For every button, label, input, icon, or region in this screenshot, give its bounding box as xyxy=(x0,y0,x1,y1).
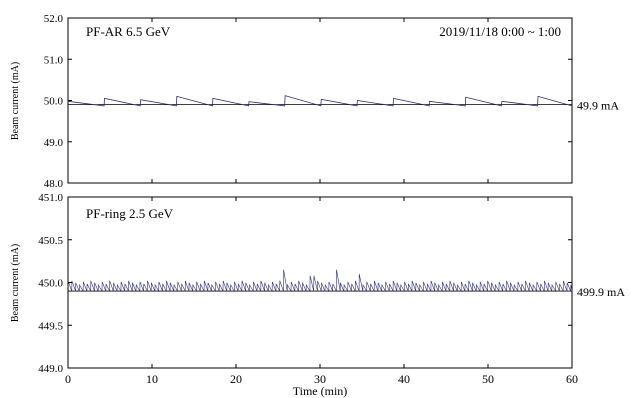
reference-label-bottom: 499.9 mA xyxy=(577,285,625,299)
x-tick-label: 20 xyxy=(230,372,242,386)
y-tick-label: 451.0 xyxy=(38,192,63,204)
x-tick-label: 50 xyxy=(482,372,494,386)
y-axis-label-top: Beam current (mA) xyxy=(10,62,21,140)
panel-label-bottom: PF-ring 2.5 GeV xyxy=(86,206,174,221)
x-ticks-top xyxy=(67,18,573,183)
y-tick-label: 450.5 xyxy=(38,235,63,247)
y-tick-label: 449.5 xyxy=(38,320,63,332)
y-tick-label: 49.0 xyxy=(44,137,64,149)
series-line-bottom xyxy=(67,269,573,293)
x-axis-label: Time (min) xyxy=(293,384,348,398)
y-tick-label: 450.0 xyxy=(38,278,63,290)
y-axis-label-bottom: Beam current (mA) xyxy=(10,244,21,322)
x-tick-label: 10 xyxy=(146,372,158,386)
plot-frame-bottom xyxy=(67,196,573,369)
x-ticks-bottom: 0 10 20 30 40 50 60 xyxy=(65,197,578,386)
x-tick-label: 60 xyxy=(566,372,578,386)
x-tick-label: 30 xyxy=(314,372,326,386)
panel-label-top: PF-AR 6.5 GeV xyxy=(86,24,171,39)
y-tick-label: 48.0 xyxy=(44,178,64,190)
x-tick-label: 0 xyxy=(65,372,71,386)
reference-label-top: 49.9 mA xyxy=(577,99,619,113)
x-tick-label: 40 xyxy=(398,372,410,386)
y-tick-label: 449.0 xyxy=(38,363,63,375)
panel-pf-ar: 52.0 51.0 50.0 49.0 48.0 PF-AR 6.5 GeV 2019/… xyxy=(10,13,619,190)
y-tick-label: 50.0 xyxy=(44,96,64,108)
y-tick-label: 51.0 xyxy=(44,54,64,66)
y-tick-label: 52.0 xyxy=(44,13,64,25)
series-line-top xyxy=(67,95,573,107)
y-ticks-top: 52.0 51.0 50.0 49.0 48.0 xyxy=(44,13,572,190)
y-ticks-bottom: 451.0 450.5 450.0 449.5 449.0 xyxy=(38,192,572,375)
date-range: 2019/11/18 0:00 ~ 1:00 xyxy=(439,24,561,39)
